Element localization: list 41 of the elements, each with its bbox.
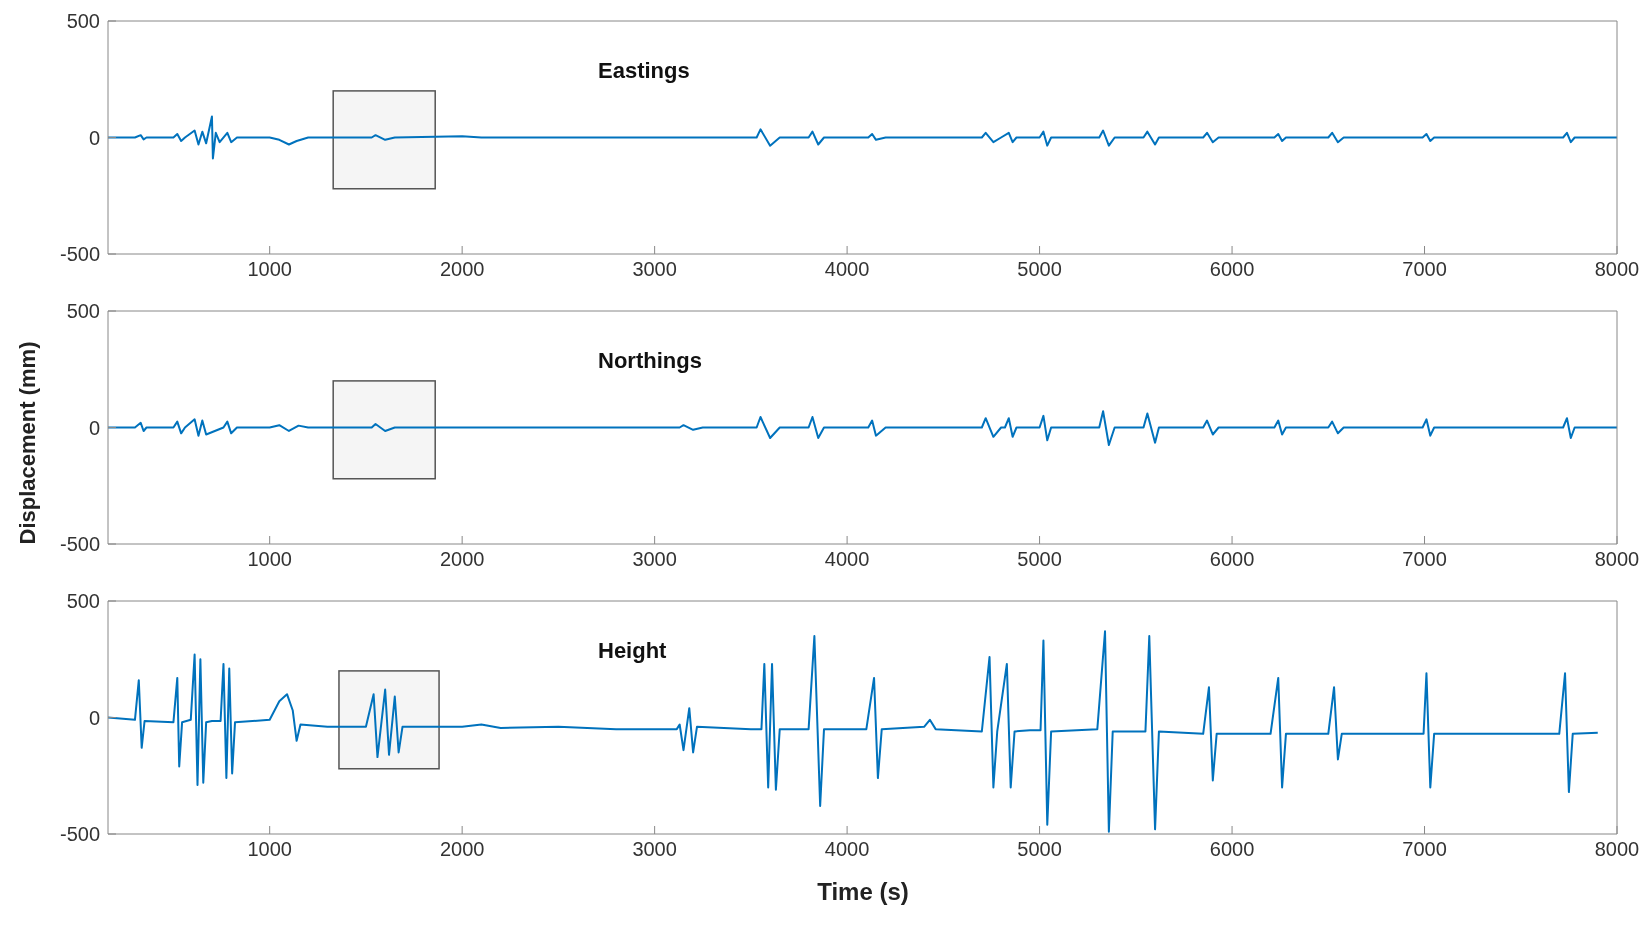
x-tick-label: 3000 (632, 548, 677, 571)
x-tick-label: 2000 (439, 548, 485, 571)
y-tick-label: 0 (88, 126, 100, 149)
y-tick-label: 0 (88, 706, 100, 729)
annotation: Eastings (598, 58, 690, 84)
x-tick-label: 8000 (1594, 258, 1640, 281)
x-tick-label: 4000 (824, 548, 870, 571)
x-tick-label: 8000 (1594, 548, 1640, 571)
y-tick-label: -500 (59, 533, 100, 556)
x-tick-label: 7000 (1402, 548, 1447, 571)
x-axis-title: Time (s) (816, 878, 910, 906)
x-tick-label: 1000 (247, 838, 292, 861)
x-tick-label: 4000 (824, 838, 870, 861)
y-tick-label: 0 (88, 416, 100, 439)
x-tick-label: 8000 (1594, 838, 1640, 861)
annotation: Northings (598, 348, 702, 374)
y-tick-label: 500 (66, 300, 100, 323)
x-tick-label: 6000 (1209, 838, 1255, 861)
x-tick-label: 2000 (439, 838, 485, 861)
x-tick-label: 5000 (1017, 258, 1062, 281)
line-series (108, 410, 1617, 446)
x-tick-label: 2000 (439, 258, 485, 281)
y-axis-title: Displacement (mm) (15, 341, 41, 545)
y-tick-label: -500 (59, 243, 100, 266)
y-tick-label: -500 (59, 823, 100, 846)
x-tick-label: 6000 (1209, 548, 1255, 571)
annotation: Height (598, 638, 667, 664)
x-tick-label: 4000 (824, 258, 870, 281)
y-tick-label: 500 (66, 10, 100, 33)
x-tick-label: 1000 (247, 258, 292, 281)
y-tick-label: 500 (66, 590, 100, 613)
x-tick-label: 1000 (247, 548, 292, 571)
x-tick-label: 5000 (1017, 548, 1062, 571)
x-tick-label: 3000 (632, 838, 677, 861)
line-series (108, 630, 1599, 833)
x-tick-label: 7000 (1402, 838, 1447, 861)
line-series (108, 115, 1617, 160)
x-tick-label: 3000 (632, 258, 677, 281)
x-tick-label: 7000 (1402, 258, 1447, 281)
x-tick-label: 5000 (1017, 838, 1062, 861)
x-tick-label: 6000 (1209, 258, 1255, 281)
